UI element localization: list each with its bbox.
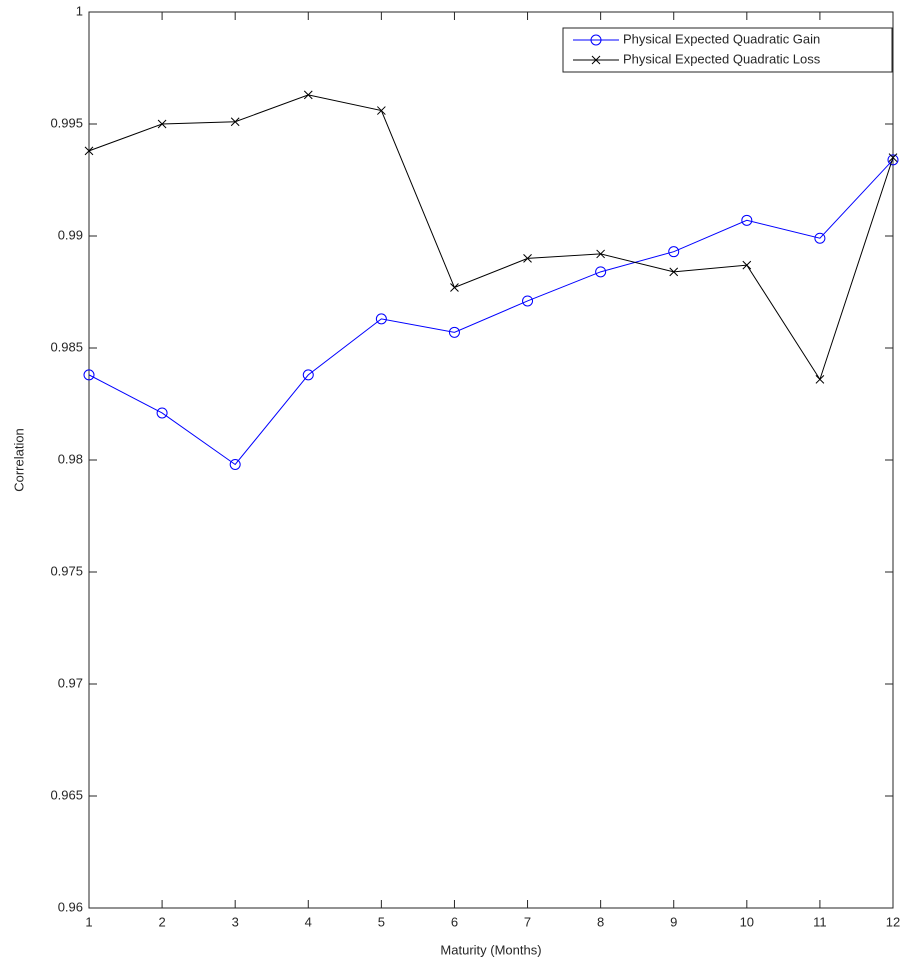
x-tick-label: 2 <box>158 914 165 929</box>
legend-marker <box>591 55 601 65</box>
marker <box>229 458 241 470</box>
marker <box>669 267 679 277</box>
marker <box>522 295 534 307</box>
marker <box>595 266 607 278</box>
x-tick-label: 11 <box>813 914 827 929</box>
legend-label: Physical Expected Quadratic Gain <box>623 31 820 46</box>
x-tick-label: 1 <box>85 914 92 929</box>
x-tick-label: 8 <box>597 914 604 929</box>
marker <box>814 232 826 244</box>
y-tick-label: 1 <box>76 3 83 18</box>
legend: Physical Expected Quadratic Gain Physical… <box>562 27 893 73</box>
plot-area <box>88 11 894 909</box>
y-axis-label: Correlation <box>11 428 26 492</box>
x-tick-label: 6 <box>451 914 458 929</box>
y-tick-label: 0.99 <box>58 227 83 242</box>
marker <box>887 154 899 166</box>
marker <box>377 106 386 115</box>
y-tick-label: 0.97 <box>58 675 83 690</box>
y-tick-label: 0.985 <box>50 339 83 354</box>
marker <box>668 246 680 258</box>
y-tick-label: 0.975 <box>50 563 83 578</box>
marker <box>230 117 240 127</box>
marker <box>375 313 387 325</box>
x-tick-label: 4 <box>305 914 312 929</box>
y-tick-label: 0.965 <box>50 787 83 802</box>
marker <box>815 375 825 384</box>
marker <box>84 146 94 156</box>
marker <box>450 283 459 292</box>
legend-box <box>562 27 893 73</box>
marker <box>157 119 167 129</box>
marker <box>83 369 95 381</box>
marker <box>448 326 460 338</box>
y-tick-label: 0.96 <box>58 899 83 914</box>
marker <box>303 90 313 100</box>
series-line <box>88 159 894 466</box>
x-tick-label: 10 <box>740 914 754 929</box>
y-tick-label: 0.98 <box>58 451 83 466</box>
marker <box>523 254 532 263</box>
legend-label: Physical Expected Quadratic Loss <box>623 51 821 66</box>
marker <box>741 214 753 226</box>
y-tick-label: 0.995 <box>50 115 83 130</box>
marker <box>742 260 752 270</box>
legend-marker <box>590 34 602 46</box>
series-line <box>88 94 894 381</box>
x-tick-label: 3 <box>232 914 239 929</box>
marker <box>302 369 314 381</box>
marker <box>888 153 898 162</box>
x-axis-label: Maturity (Months) <box>440 942 541 957</box>
marker <box>596 249 605 259</box>
x-tick-label: 7 <box>524 914 531 929</box>
x-tick-label: 12 <box>886 914 900 929</box>
x-tick-label: 9 <box>670 914 677 929</box>
x-tick-label: 5 <box>378 914 385 929</box>
marker <box>156 407 168 419</box>
